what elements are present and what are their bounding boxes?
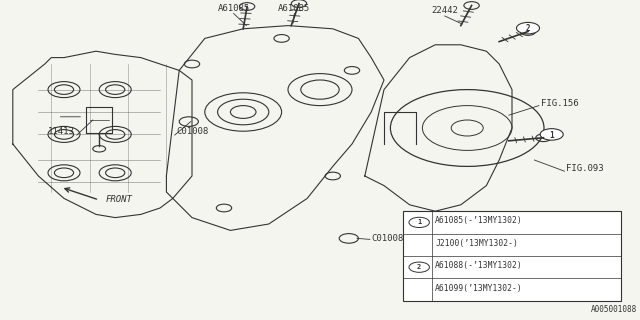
Text: 2: 2 [525,24,531,33]
Text: 11413: 11413 [48,127,75,136]
Circle shape [540,129,563,140]
Text: A61088(-’13MY1302): A61088(-’13MY1302) [435,261,523,270]
Circle shape [409,217,429,228]
Text: J2100(’13MY1302-): J2100(’13MY1302-) [435,239,518,248]
Circle shape [516,22,540,34]
Text: FRONT: FRONT [106,195,132,204]
Circle shape [409,262,429,272]
Text: 1: 1 [417,220,421,225]
Text: 2: 2 [417,264,421,270]
Text: A61085: A61085 [278,4,310,13]
FancyBboxPatch shape [403,211,621,301]
Text: A005001088: A005001088 [591,305,637,314]
Text: 22442: 22442 [431,6,458,15]
Text: A61099(’13MY1302-): A61099(’13MY1302-) [435,284,523,292]
Text: C01008: C01008 [176,127,208,136]
Text: A61085(-’13MY1302): A61085(-’13MY1302) [435,216,523,225]
Text: 1: 1 [549,131,554,140]
Text: C01008: C01008 [371,234,403,243]
Text: FIG.093: FIG.093 [566,164,604,173]
Text: A61085: A61085 [218,4,250,13]
Text: FIG.156: FIG.156 [541,99,579,108]
